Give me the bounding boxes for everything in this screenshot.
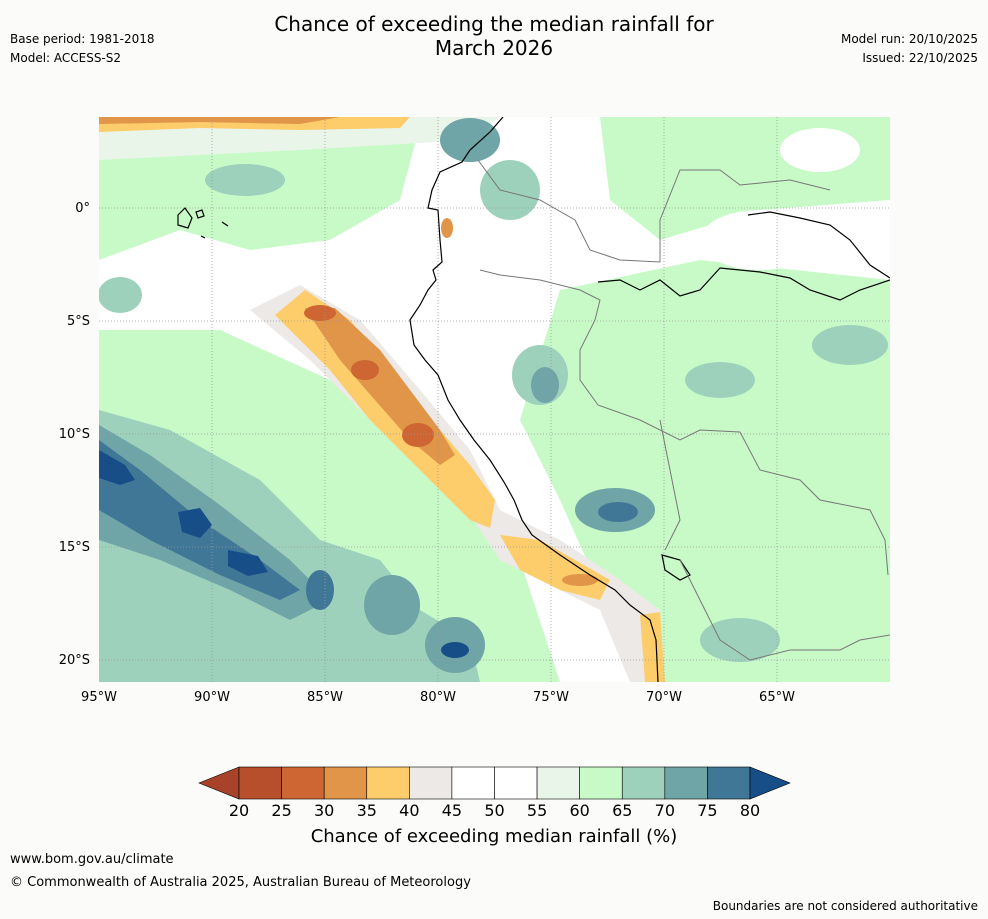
rainfall-field	[99, 117, 890, 682]
coastline	[409, 117, 659, 682]
country-borders	[477, 159, 890, 661]
colorbar: 20 25 30 35 40 45 50 55 60 65 70 75 80	[198, 766, 791, 820]
colorbar-tick-label: 55	[527, 801, 547, 820]
colorbar-tick-label: 40	[399, 801, 419, 820]
lon-labels: 95°W 90°W 85°W 80°W 75°W 70°W 65°W	[81, 690, 795, 705]
colorbar-swatch	[451, 766, 495, 800]
land-teal-brazil-4	[440, 118, 500, 162]
land-teal-brazil-1	[685, 362, 755, 398]
colorbar-swatch	[579, 766, 623, 800]
colorbar-tick-label: 65	[612, 801, 632, 820]
colorbar-swatch	[707, 766, 751, 800]
footer-copyright: © Commonwealth of Australia 2025, Austra…	[10, 875, 471, 890]
colorbar-tick-label: 50	[484, 801, 504, 820]
colorbar-extend-high	[749, 766, 791, 800]
colorbar-tick-label: 70	[655, 801, 675, 820]
land-white-north	[780, 128, 860, 172]
land-teal-peru-dark	[531, 367, 559, 403]
colorbar-tick-label: 75	[697, 801, 717, 820]
gridlines	[99, 117, 890, 682]
base-period: Base period: 1981-2018	[10, 32, 155, 46]
amazon-river	[597, 267, 890, 301]
dry-band-yellow-chile	[640, 612, 665, 682]
meta-left: Base period: 1981-2018 Model: ACCESS-S2	[10, 30, 155, 68]
ocean-deep-blue-center	[178, 508, 212, 538]
ocean-blue-patch	[441, 642, 469, 658]
colorbar-tick-label: 60	[569, 801, 589, 820]
colorbar-tick-label: 20	[229, 801, 249, 820]
lon-label: 90°W	[194, 690, 230, 705]
map-title: Chance of exceeding the median rainfall …	[0, 12, 988, 60]
colorbar-swatch	[494, 766, 538, 800]
land-teal-brazil-3	[700, 618, 780, 662]
land-teal-colombia	[480, 160, 540, 220]
colorbar-swatch	[238, 766, 282, 800]
colorbar-extend-low	[198, 766, 240, 800]
colorbar-swatch	[536, 766, 580, 800]
lat-label: 0°	[75, 201, 90, 216]
lon-label: 70°W	[646, 690, 682, 705]
lon-label: 95°W	[81, 690, 117, 705]
title-line-2: March 2026	[434, 36, 554, 60]
colorbar-swatch	[621, 766, 666, 800]
colorbar-swatch	[409, 766, 453, 800]
meta-right: Model run: 20/10/2025 Issued: 22/10/2025	[841, 30, 978, 68]
lon-label: 80°W	[420, 690, 456, 705]
dry-north-strip-dark	[99, 117, 340, 124]
footer-disclaimer: Boundaries are not considered authoritat…	[712, 899, 978, 913]
issued-date: Issued: 22/10/2025	[862, 51, 978, 65]
ocean-teal-patch-3	[306, 570, 334, 610]
land-blue-bolivia	[598, 502, 638, 522]
colorbar-tick-label: 25	[271, 801, 291, 820]
lat-label: 10°S	[59, 427, 90, 442]
lat-label: 15°S	[59, 540, 90, 555]
colorbar-swatch	[281, 766, 325, 800]
lon-label: 65°W	[759, 690, 795, 705]
land-teal-brazil-2	[812, 325, 888, 365]
ocean-teal-patch-5	[99, 277, 142, 313]
title-line-1: Chance of exceeding the median rainfall …	[274, 12, 714, 36]
lake-titicaca	[661, 554, 691, 581]
rio-negro	[747, 211, 890, 279]
ocean-deep-blue-east	[228, 550, 268, 576]
colorbar-label: Chance of exceeding median rainfall (%)	[310, 826, 678, 847]
lat-label: 5°S	[67, 314, 90, 329]
colorbar-swatch	[366, 766, 410, 800]
colorbar-tick-label: 80	[740, 801, 760, 820]
model-run: Model run: 20/10/2025	[840, 32, 978, 46]
dry-core-3	[304, 305, 336, 321]
lat-labels: 0° 5°S 10°S 15°S 20°S	[59, 201, 90, 668]
ocean-teal-patch-4	[205, 164, 285, 196]
ocean-deep-blue-west	[99, 450, 135, 485]
dry-core-5	[441, 218, 453, 238]
land-white-amazon	[700, 210, 820, 270]
colorbar-tick-label: 45	[442, 801, 462, 820]
dry-core-4	[562, 574, 598, 586]
ocean-teal-patch-1	[364, 575, 420, 635]
colorbar-swatch	[323, 766, 368, 800]
colorbar-tick-label: 35	[357, 801, 377, 820]
lon-label: 85°W	[307, 690, 343, 705]
model-name: Model: ACCESS-S2	[10, 51, 122, 65]
galapagos-islands	[177, 207, 229, 239]
colorbar-tick-label: 30	[314, 801, 334, 820]
dry-core-2	[402, 423, 434, 447]
colorbar-swatch	[664, 766, 708, 800]
lon-label: 75°W	[533, 690, 569, 705]
lat-label: 20°S	[59, 653, 90, 668]
dry-core-1	[351, 360, 379, 380]
footer-url: www.bom.gov.au/climate	[10, 852, 174, 867]
